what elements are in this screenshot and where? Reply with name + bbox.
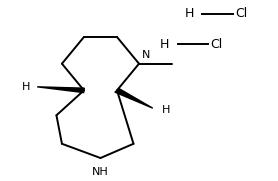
Text: H: H xyxy=(185,7,194,20)
Text: H: H xyxy=(22,82,30,92)
Text: N: N xyxy=(142,50,150,60)
Text: NH: NH xyxy=(92,167,109,177)
Polygon shape xyxy=(37,87,84,93)
Text: Cl: Cl xyxy=(235,7,248,20)
Text: Cl: Cl xyxy=(210,38,223,51)
Text: H: H xyxy=(160,38,169,51)
Text: H: H xyxy=(162,105,171,115)
Polygon shape xyxy=(115,89,153,108)
